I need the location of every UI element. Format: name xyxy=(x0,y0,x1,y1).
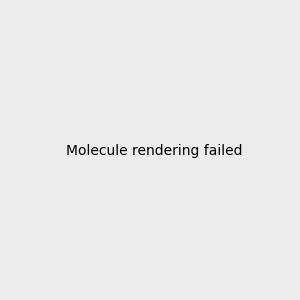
Text: Molecule rendering failed: Molecule rendering failed xyxy=(65,145,242,158)
